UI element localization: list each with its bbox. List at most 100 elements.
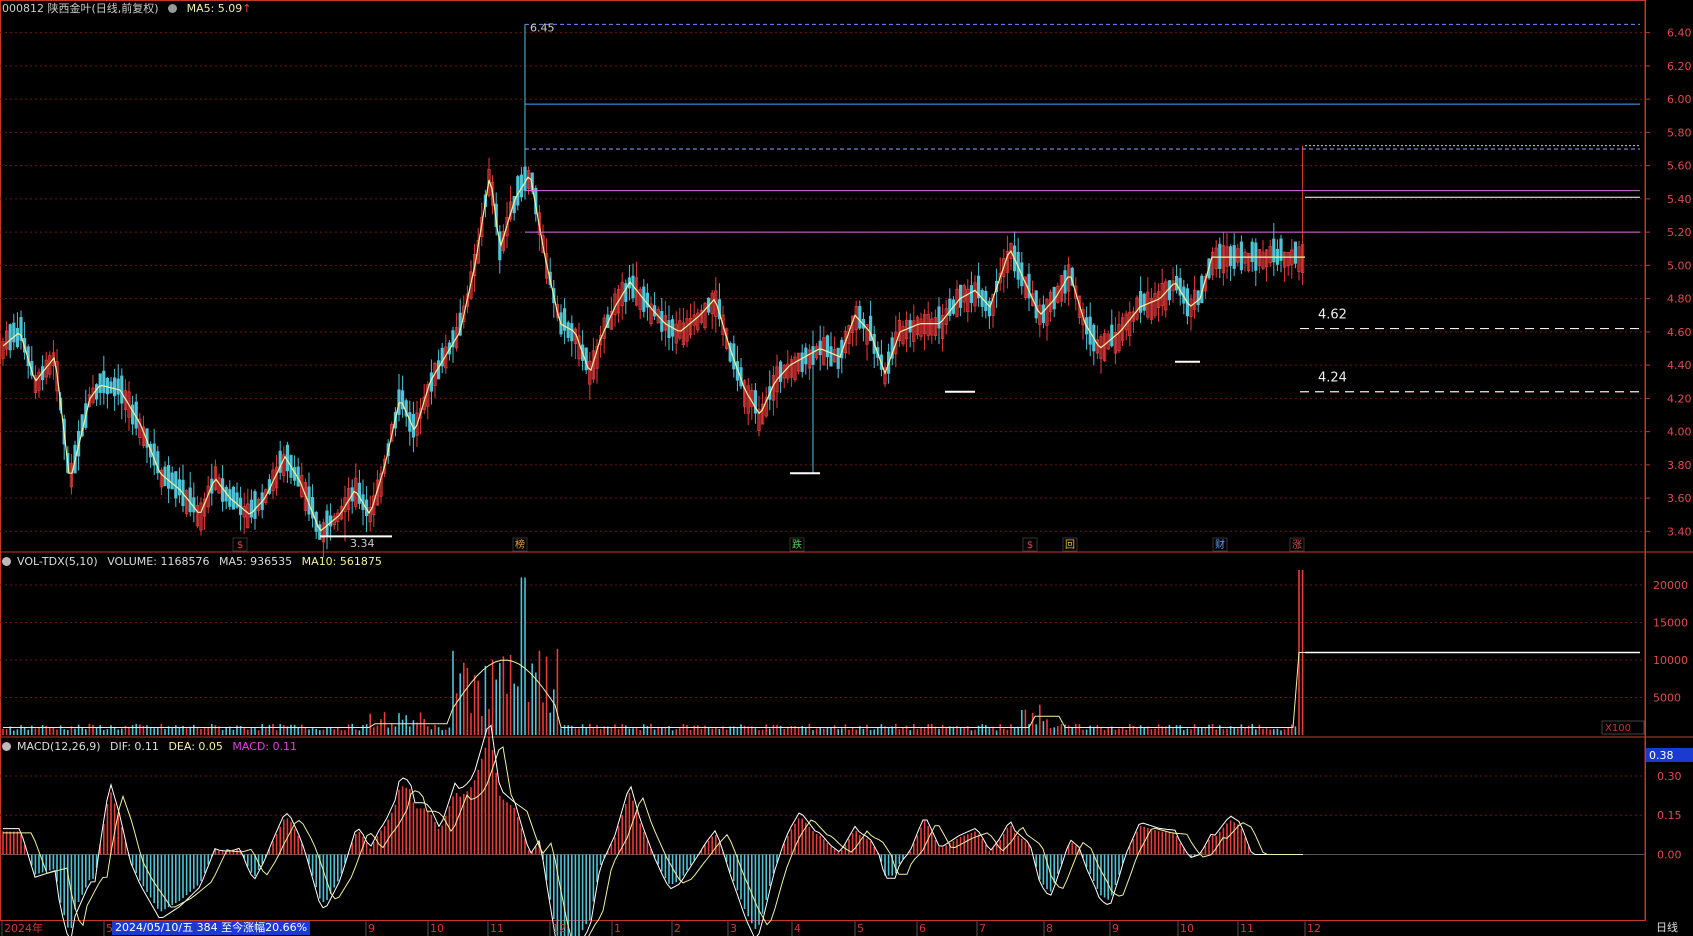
candle-body: [480, 216, 484, 238]
unit-box: [1601, 720, 1645, 735]
candle-body: [102, 370, 106, 394]
date-tick-label: 11: [490, 922, 504, 935]
candle-body: [1221, 245, 1225, 274]
candle-body: [454, 327, 459, 349]
price-tick-label: 5.40: [1667, 193, 1692, 206]
candle-body: [699, 309, 704, 323]
candle-body: [469, 271, 473, 299]
volume-tick-label: 15000: [1653, 617, 1688, 630]
candle-body: [69, 463, 73, 488]
candle-body: [1261, 251, 1265, 269]
candle-body: [678, 320, 682, 339]
indicator-icon[interactable]: [2, 742, 11, 751]
candle-body: [883, 367, 887, 385]
candle-body: [703, 303, 707, 329]
candle-body: [15, 327, 20, 348]
candle-body: [1268, 246, 1272, 263]
candle-body: [339, 506, 344, 520]
candle-body: [746, 385, 750, 414]
candle-body: [1272, 238, 1276, 263]
period-label[interactable]: 日线: [1656, 921, 1678, 934]
candle-body: [465, 293, 470, 307]
low-label: 3.34: [350, 537, 375, 550]
candle-body: [908, 320, 912, 333]
candle-body: [213, 466, 217, 491]
date-tick-label: 2024年: [4, 921, 43, 935]
candle-body: [87, 394, 91, 407]
candle-body: [5, 330, 9, 350]
dot-icon: [168, 4, 178, 13]
event-marker-box: [789, 537, 805, 552]
dif-line: [3, 724, 1303, 936]
candle-body: [617, 288, 621, 314]
indicator-icon[interactable]: [2, 557, 11, 566]
macd-header: MACD(12,26,9) DIF: 0.11 DEA: 0.05 MACD: …: [2, 740, 303, 754]
stock-title: 000812 陕西金叶(日线,前复权): [2, 2, 159, 15]
candle-body: [1023, 276, 1027, 298]
candle-body: [926, 313, 930, 336]
vol-indicator[interactable]: VOL-TDX(5,10): [17, 555, 98, 568]
event-marker-box: [1062, 537, 1078, 552]
candle-body: [833, 349, 837, 363]
price-header: 000812 陕西金叶(日线,前复权) MA5: 5.09↑: [2, 2, 258, 16]
candle-body: [645, 292, 650, 308]
candle-body: [116, 378, 120, 395]
candle-body: [127, 391, 131, 418]
candle-body: [242, 506, 246, 518]
candle-body: [523, 166, 527, 191]
candle-body: [1239, 241, 1243, 271]
candle-body: [379, 473, 383, 497]
date-tick-label: 9: [368, 922, 375, 935]
status-bar: 2024/05/10/五 384 至今涨幅20.66%: [112, 921, 311, 935]
candle-body: [825, 335, 830, 358]
price-tick-label: 4.00: [1667, 426, 1692, 439]
candle-body: [890, 337, 894, 359]
date-tick-label: 6: [919, 922, 926, 935]
date-tick-label: 1: [614, 922, 621, 935]
candle-body: [188, 487, 192, 513]
candle-body: [624, 283, 628, 303]
macd-indicator[interactable]: MACD(12,26,9): [17, 740, 101, 753]
candle-body: [282, 454, 286, 476]
price-tick-label: 3.80: [1667, 459, 1692, 472]
candle-body: [1236, 248, 1240, 263]
candle-body: [1031, 293, 1035, 307]
candle-body: [858, 305, 862, 329]
candle-body: [973, 282, 977, 307]
candle-body: [1167, 280, 1171, 301]
candle-body: [37, 371, 41, 391]
event-marker: 财: [1215, 538, 1225, 551]
price-tick-label: 5.20: [1667, 226, 1692, 239]
candle-body: [256, 499, 261, 511]
candle-body: [725, 328, 729, 349]
candle-body: [1250, 241, 1254, 263]
vol-ma5: MA5: 936535: [218, 555, 293, 568]
candle-body: [19, 317, 23, 341]
candle-body: [966, 288, 970, 312]
candle-body: [95, 384, 99, 400]
event-marker-box: [232, 537, 248, 552]
candle-body: [1099, 336, 1103, 359]
candle-body: [1110, 324, 1114, 347]
price-tick-label: 4.80: [1667, 293, 1692, 306]
candle-body: [440, 347, 444, 367]
price-tick-label: 5.80: [1667, 126, 1692, 139]
candle-body: [1027, 273, 1031, 299]
candle-body: [962, 285, 966, 303]
macd-value: MACD: 0.11: [232, 740, 298, 753]
candle-body: [836, 347, 840, 369]
support-label: 4.62: [1318, 308, 1347, 323]
price-tick-label: 6.20: [1667, 60, 1692, 73]
candle-body: [1193, 289, 1197, 310]
candle-body: [8, 324, 12, 351]
dea-line: [3, 746, 1303, 936]
volume-tick-label: 5000: [1653, 692, 1681, 705]
candle-body: [1286, 251, 1290, 267]
candle-body: [1139, 290, 1143, 313]
candle-body: [818, 340, 822, 356]
candle-body: [674, 323, 678, 344]
candle-body: [800, 352, 804, 372]
candle-body: [782, 364, 786, 379]
candle-body: [235, 492, 239, 508]
